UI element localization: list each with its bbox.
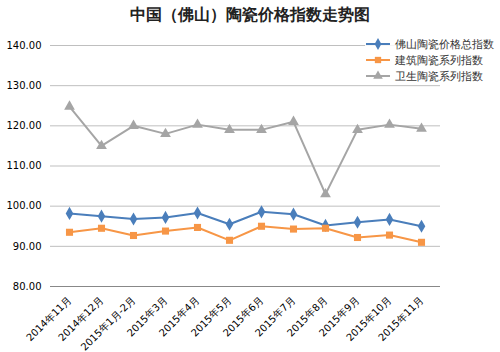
svg-text:90.00: 90.00	[13, 241, 42, 252]
svg-text:130.00: 130.00	[7, 80, 42, 91]
html-text:佛山陶瓷价格总指数: 佛山陶瓷价格总指数	[395, 37, 494, 51]
svg-text:2015年4月: 2015年4月	[156, 294, 202, 339]
svg-text:110.00: 110.00	[7, 160, 42, 171]
svg-text:80.00: 80.00	[13, 281, 42, 292]
html-text:中国（佛山）陶瓷价格指数走势图: 中国（佛山）陶瓷价格指数走势图	[130, 5, 370, 24]
svg-text:2014年11月: 2014年11月	[24, 294, 74, 344]
svg-text:2015年9月: 2015年9月	[316, 294, 362, 339]
svg-text:140.00: 140.00	[7, 40, 42, 51]
html-text:卫生陶瓷系列指数: 卫生陶瓷系列指数	[395, 69, 483, 83]
svg-text:2015年11月: 2015年11月	[376, 294, 425, 343]
svg-text:2015年10月: 2015年10月	[344, 294, 394, 344]
svg-text:2015年3月: 2015年3月	[124, 294, 170, 339]
svg-text:2015年6月: 2015年6月	[220, 294, 266, 339]
html-text:建筑陶瓷系列指数: 建筑陶瓷系列指数	[395, 53, 483, 67]
svg-text:2014年12月: 2014年12月	[56, 294, 106, 344]
svg-text:100.00: 100.00	[7, 200, 42, 211]
svg-text:2015年8月: 2015年8月	[284, 294, 330, 339]
svg-text:2015年1月-2月: 2015年1月-2月	[79, 294, 138, 352]
svg-text:120.00: 120.00	[7, 120, 42, 131]
svg-text:2015年5月: 2015年5月	[188, 294, 234, 339]
svg-text:2015年7月: 2015年7月	[252, 294, 298, 339]
